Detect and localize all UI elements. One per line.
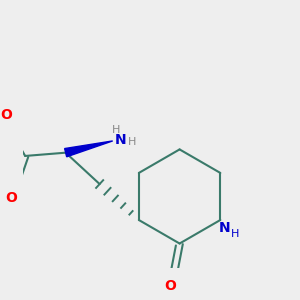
Polygon shape bbox=[64, 141, 113, 157]
Text: N: N bbox=[218, 221, 230, 236]
Text: H: H bbox=[230, 230, 239, 239]
Text: O: O bbox=[5, 191, 17, 206]
Text: N: N bbox=[115, 133, 126, 147]
Text: O: O bbox=[0, 108, 12, 122]
Text: H: H bbox=[128, 137, 136, 147]
Text: O: O bbox=[164, 279, 176, 293]
Text: H: H bbox=[112, 125, 120, 135]
